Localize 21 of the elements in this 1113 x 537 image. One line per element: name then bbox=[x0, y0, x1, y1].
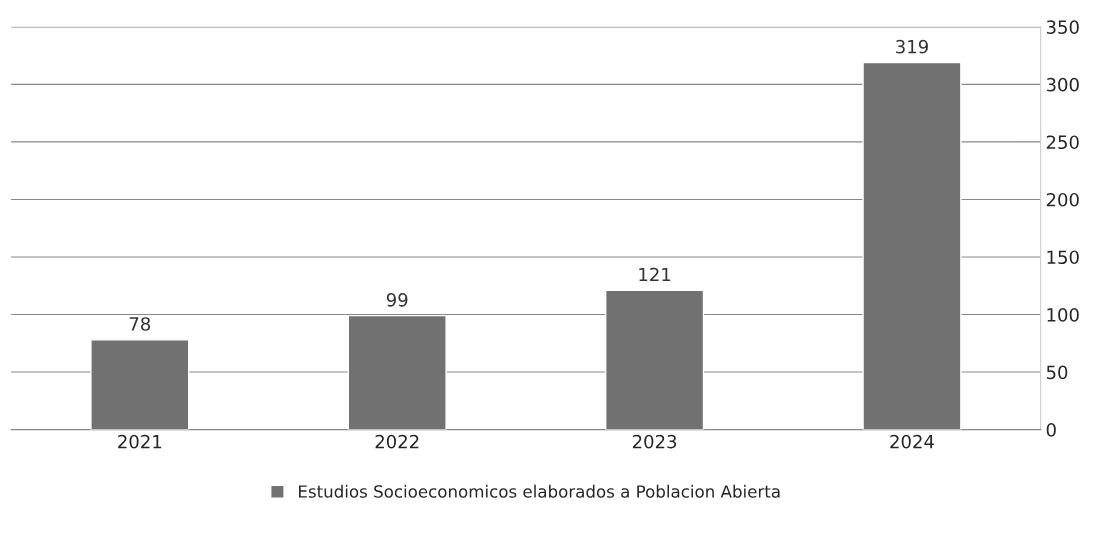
bar bbox=[347, 314, 447, 430]
x-tick-label: 2022 bbox=[375, 434, 419, 449]
bar bbox=[90, 339, 190, 430]
x-tick-label: 2021 bbox=[118, 434, 162, 449]
y-tick-label: 150 bbox=[1047, 250, 1079, 265]
y-tick-label: 50 bbox=[1046, 365, 1068, 380]
y-tick-label: 350 bbox=[1046, 20, 1079, 34]
data-label: 78 bbox=[129, 317, 151, 331]
y-tick-label: 300 bbox=[1046, 77, 1079, 92]
x-tick-label: 2024 bbox=[890, 434, 934, 449]
data-label: 99 bbox=[386, 292, 408, 307]
data-label: 121 bbox=[639, 267, 671, 282]
y-tick-label: 200 bbox=[1046, 192, 1079, 207]
y-tick-label: 0 bbox=[1046, 423, 1056, 437]
legend-label: Estudios Socioeconomicos elaborados a Poblacion Abierta bbox=[299, 484, 780, 498]
x-tick-label: 2023 bbox=[632, 434, 677, 449]
y-tick-label: 100 bbox=[1047, 307, 1079, 322]
y-tick-label: 250 bbox=[1046, 135, 1079, 150]
data-label: 319 bbox=[896, 39, 928, 54]
bar bbox=[604, 289, 705, 430]
bar bbox=[862, 61, 962, 430]
